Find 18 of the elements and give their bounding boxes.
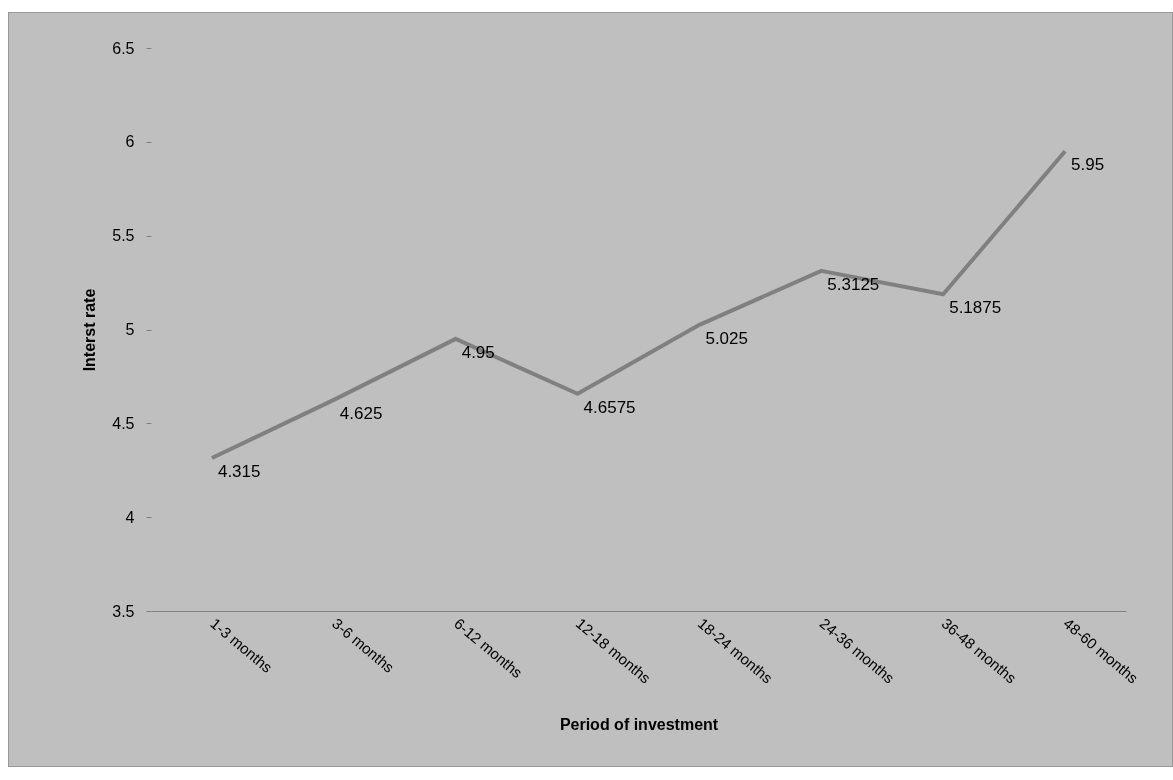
data-label: 5.025 <box>705 328 748 348</box>
data-label: 4.95 <box>461 342 495 362</box>
data-label: 4.6575 <box>583 397 636 417</box>
line-series <box>209 149 1068 461</box>
data-label: 4.625 <box>339 403 383 423</box>
y-tick-label: 4 <box>125 508 135 526</box>
y-axis-title: Interst rate <box>81 288 99 372</box>
y-tick-label: 5 <box>125 321 135 338</box>
data-label: 5.3125 <box>827 274 880 294</box>
data-label: 4.315 <box>217 462 261 482</box>
data-label: 5.95 <box>1071 155 1105 175</box>
data-label: 5.1875 <box>949 298 1002 318</box>
y-tick-label: 5.5 <box>112 227 135 245</box>
x-axis-title: Period of investment <box>559 715 719 733</box>
y-tick-label: 6.5 <box>112 39 135 57</box>
y-tick-label: 4.5 <box>112 414 135 432</box>
y-tick-label: 3.5 <box>112 602 135 620</box>
y-tick-label: 6 <box>125 133 135 151</box>
